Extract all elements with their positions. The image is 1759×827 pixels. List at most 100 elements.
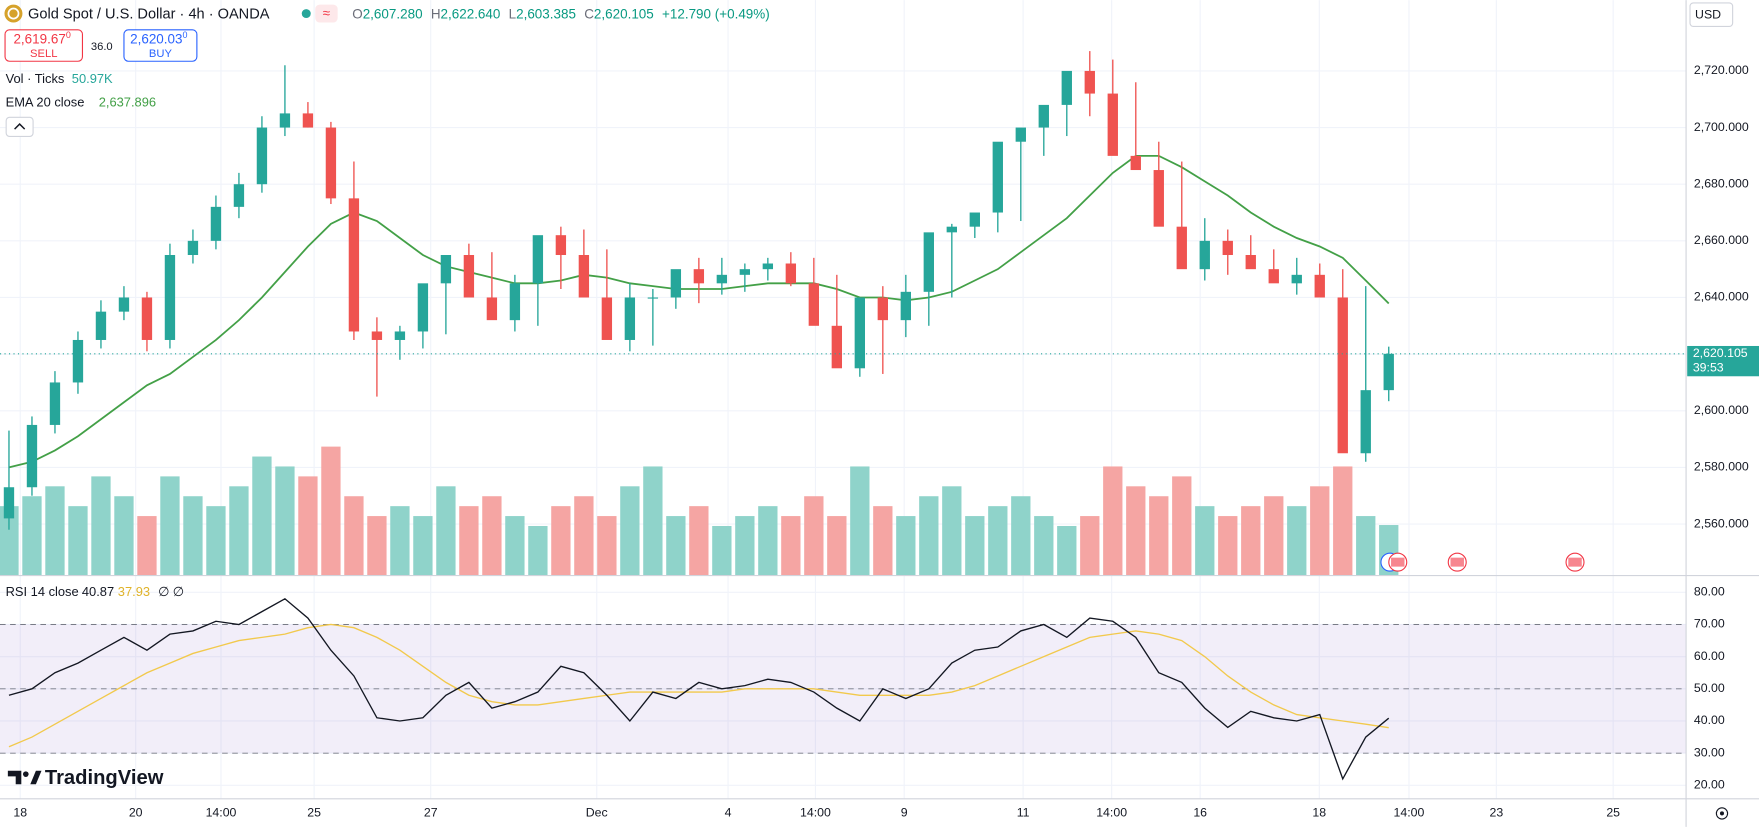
rsi-legend-label[interactable]: RSI 14 close xyxy=(6,584,79,599)
candle-body xyxy=(164,255,176,340)
candle-body xyxy=(762,263,774,270)
volume-bar xyxy=(1034,516,1054,576)
candle-body xyxy=(371,331,383,340)
buy-price-main: 2,620.03 xyxy=(130,31,182,46)
rsi-tick-label: 70.00 xyxy=(1694,617,1725,631)
y-tick-label: 2,720.000 xyxy=(1694,63,1749,77)
symbol-icon xyxy=(4,4,23,23)
x-tick-label: 25 xyxy=(307,806,321,820)
settings-button[interactable] xyxy=(1715,807,1729,820)
volume-bar xyxy=(68,506,88,576)
candle-body xyxy=(739,269,751,275)
y-tick-label: 2,700.000 xyxy=(1694,120,1749,134)
candle-body xyxy=(532,235,544,284)
volume-bar xyxy=(275,466,295,576)
candle-body xyxy=(394,331,406,340)
event-flags xyxy=(1380,552,1585,572)
sell-button[interactable] xyxy=(4,29,84,62)
candle-body xyxy=(463,255,475,298)
volume-bar xyxy=(758,506,778,576)
collapse-icon xyxy=(14,123,26,130)
volume-bar xyxy=(735,516,755,576)
rsi-tick-label: 20.00 xyxy=(1694,778,1725,792)
candle-body xyxy=(555,235,567,256)
collapse-button[interactable] xyxy=(5,116,34,137)
rsi-ma-legend-value: 37.93 xyxy=(118,584,150,599)
candle-body xyxy=(1176,226,1187,270)
marks-layer xyxy=(0,51,1687,781)
volume-bar xyxy=(1333,466,1353,576)
candle-body xyxy=(141,297,153,340)
buy-label: BUY xyxy=(149,48,173,60)
x-tick-label: 27 xyxy=(424,806,438,820)
volume-bar xyxy=(827,516,847,576)
candle-body xyxy=(1084,70,1095,94)
event-flag-icon xyxy=(1391,557,1405,567)
event-flag-icon xyxy=(1450,557,1464,567)
last-price-tag xyxy=(1687,345,1759,377)
volume-bar xyxy=(390,506,410,576)
data-status[interactable] xyxy=(315,4,338,23)
volume-bar xyxy=(344,496,364,576)
candle-body xyxy=(233,184,245,207)
candle-body xyxy=(1291,274,1302,284)
candle-body xyxy=(1153,170,1164,227)
volume-bar xyxy=(436,486,456,576)
candle-body xyxy=(509,283,521,321)
buy-price-sup: 0 xyxy=(183,30,188,40)
rsi-legend-extra: ∅ xyxy=(173,584,184,599)
rsi-tick-label: 80.00 xyxy=(1694,585,1725,599)
volume-bar xyxy=(1195,506,1215,576)
volume-bar xyxy=(321,446,341,576)
buy-button[interactable] xyxy=(123,29,198,62)
volume-bar xyxy=(551,506,571,576)
candle-body xyxy=(716,274,728,284)
ohlc-value: 2,603.385 xyxy=(516,6,576,21)
volume-bar xyxy=(689,506,709,576)
volume-bar xyxy=(114,496,134,576)
volume-bar xyxy=(1356,516,1376,576)
volume-bar xyxy=(919,496,939,576)
ohlc-label: O xyxy=(352,6,362,21)
volume-bar xyxy=(413,516,433,576)
candle-body xyxy=(279,113,291,128)
candle-body xyxy=(693,269,705,284)
volume-bar xyxy=(1172,476,1192,576)
y-tick-label: 2,660.000 xyxy=(1694,233,1749,247)
candle-body xyxy=(1222,240,1233,256)
volume-bar xyxy=(160,476,180,576)
candle-body xyxy=(578,255,590,298)
volume-bar xyxy=(482,496,502,576)
volume-bar xyxy=(1310,486,1330,576)
candle-body xyxy=(348,198,360,332)
candle-body xyxy=(785,263,797,284)
volume-legend-label[interactable]: Vol · Ticks xyxy=(6,71,65,86)
x-tick-label: 20 xyxy=(129,806,143,820)
symbol-title[interactable]: Gold Spot / U.S. Dollar · 4h · OANDA xyxy=(28,7,270,23)
candle-body xyxy=(992,141,1003,213)
sell-label: SELL xyxy=(30,48,57,60)
x-tick-label: Dec xyxy=(586,806,608,820)
y-tick-label: 2,600.000 xyxy=(1694,403,1749,417)
volume-bar xyxy=(965,516,985,576)
overlay-layer: 18 20 14:00 25 27 Dec 4 14:00 9 11 14:00 16 18 14:00 2… xyxy=(13,63,1759,820)
ema-legend-label[interactable]: EMA 20 close xyxy=(6,95,85,110)
currency-button[interactable] xyxy=(1689,2,1734,28)
volume-bar xyxy=(804,496,824,576)
ohlc-label: H xyxy=(431,6,441,21)
rsi-tick-label: 40.00 xyxy=(1694,713,1725,727)
volume-bar xyxy=(22,496,42,576)
currency-label: USD xyxy=(1695,8,1721,22)
countdown-label: 39:53 xyxy=(1693,361,1724,375)
candle-body xyxy=(1383,353,1394,391)
candle-body xyxy=(1360,390,1371,454)
x-tick-label: 23 xyxy=(1490,806,1504,820)
candle-body xyxy=(210,206,222,241)
market-status[interactable] xyxy=(301,9,311,19)
rsi-line xyxy=(8,597,1390,781)
volume-bar xyxy=(183,496,203,576)
candle-body xyxy=(440,255,452,284)
x-tick-label: 14:00 xyxy=(1096,806,1127,820)
rsi-legend-value: 40.87 xyxy=(82,584,114,599)
